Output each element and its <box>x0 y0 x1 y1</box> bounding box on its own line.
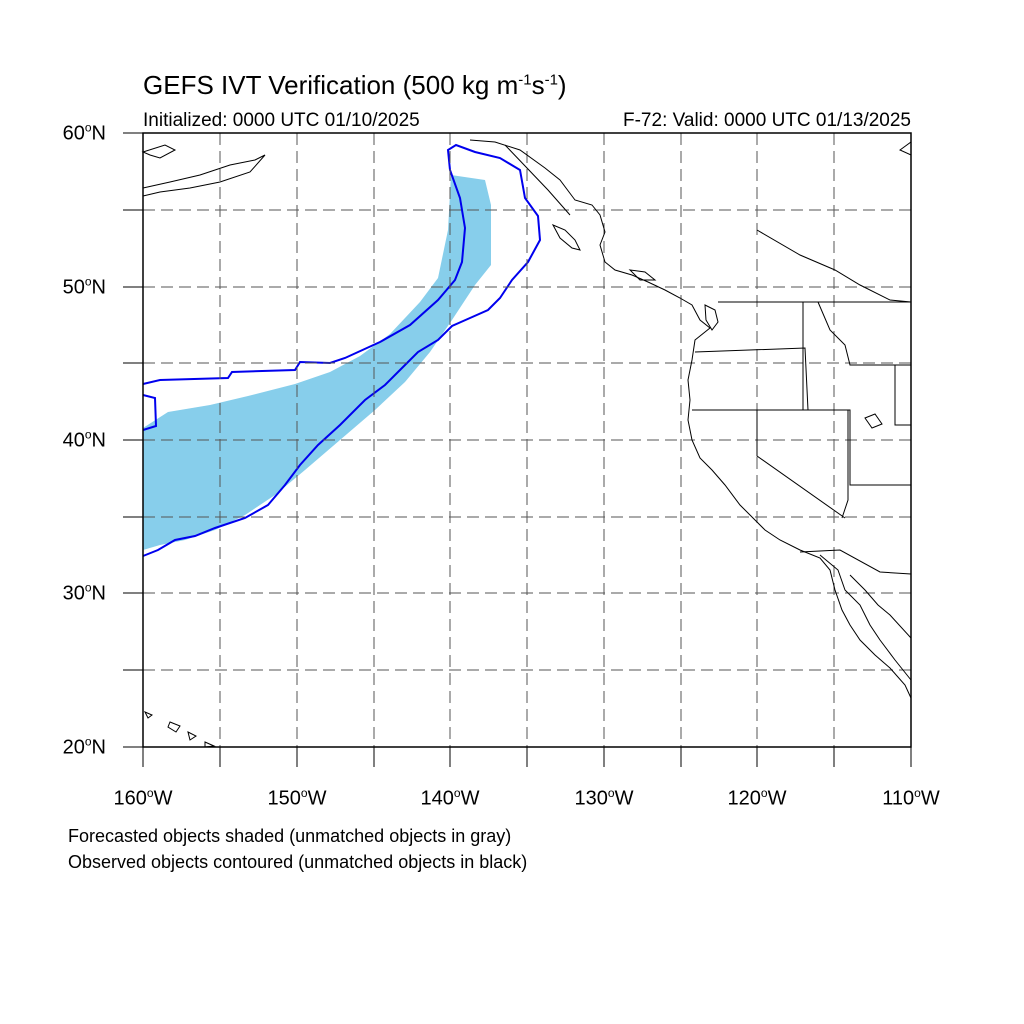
chart-title: GEFS IVT Verification (500 kg m-1s-1) <box>143 70 567 100</box>
graticule <box>143 133 911 747</box>
lon-label-120w: 120oW <box>727 786 787 810</box>
lon-label-160w: 160oW <box>113 786 173 810</box>
lon-label-130w: 130oW <box>574 786 634 810</box>
lat-label-40: 40oN <box>62 427 106 452</box>
lon-label-140w: 140oW <box>420 786 480 810</box>
observed-ivt-contour-edge <box>142 394 158 431</box>
observed-ivt-contour <box>142 143 542 557</box>
initialized-time: Initialized: 0000 UTC 01/10/2025 <box>143 110 420 131</box>
axis-ticks <box>123 132 912 767</box>
lat-label-60: 60oN <box>62 120 106 145</box>
valid-time: F-72: Valid: 0000 UTC 01/13/2025 <box>623 110 911 131</box>
political-borders <box>504 144 912 575</box>
lon-label-110w: 110oW <box>882 786 940 810</box>
forecast-legend-note: Forecasted objects shaded (unmatched obj… <box>68 826 512 846</box>
lat-label-30: 30oN <box>62 580 106 605</box>
lat-label-50: 50oN <box>62 274 106 299</box>
forecast-ivt-object <box>143 175 491 550</box>
lat-label-20: 20oN <box>62 734 106 759</box>
observed-legend-note: Observed objects contoured (unmatched ob… <box>68 852 528 872</box>
lon-label-150w: 150oW <box>267 786 327 810</box>
